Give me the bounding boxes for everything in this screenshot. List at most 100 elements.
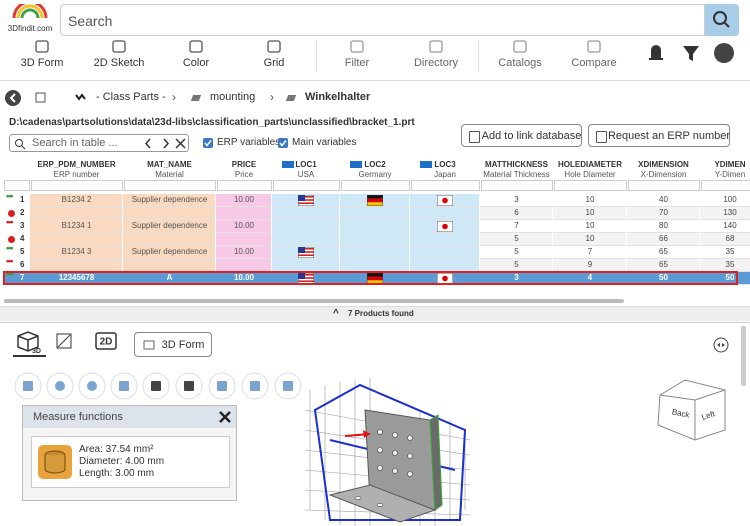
table-row[interactable]: B1234 3 Supplier dependence 10.00 5 7 65 35 •••… [4, 243, 750, 259]
column-filter[interactable] [124, 180, 216, 191]
column-filter[interactable] [273, 180, 340, 191]
table-cell [627, 246, 699, 259]
toolbar-icon[interactable] [585, 39, 603, 55]
row-marker [8, 236, 15, 243]
f [298, 277, 314, 279]
cube-left: Left [700, 409, 716, 422]
tool-icon [283, 381, 293, 391]
toolbar-label[interactable]: Compare [571, 57, 617, 69]
icon-shape [513, 40, 527, 53]
search-placeholder: Search [68, 13, 113, 29]
icon-shape [429, 40, 443, 53]
settings-icon[interactable] [712, 336, 730, 354]
checkbox[interactable] [203, 138, 213, 148]
breadcrumb-item[interactable]: Winkelhalter [305, 91, 371, 103]
nav-icons [5, 90, 86, 106]
cell-text: 50 [659, 273, 668, 282]
column-header[interactable]: YDIMEN [714, 160, 746, 169]
column-header[interactable]: ERP_PDM_NUMBER [37, 160, 116, 169]
toolbar-icon[interactable] [110, 39, 128, 55]
checkbox-label: ERP variables [217, 137, 281, 148]
tab-2d[interactable]: 2D [100, 337, 113, 348]
toolbar-icon[interactable] [348, 39, 366, 55]
toolbar-icon[interactable] [265, 39, 283, 55]
column-header[interactable]: MATTHICKNESS [485, 160, 548, 169]
action-button-label: Request an ERP number [607, 129, 731, 142]
cell-text: 35 [725, 247, 735, 256]
toolbar-label[interactable]: Color [182, 57, 210, 69]
toolbar-icon[interactable] [187, 39, 205, 55]
v-scrollbar[interactable] [741, 326, 746, 386]
table-cell [480, 194, 552, 207]
column-filter[interactable] [31, 180, 123, 191]
toolbar-icon[interactable] [427, 39, 445, 55]
table-row[interactable]: 6 10 70 130 2 [4, 207, 750, 220]
table-cell [627, 220, 699, 233]
action-button[interactable]: Request an ERP number [588, 124, 730, 147]
breadcrumb-item[interactable]: mounting [210, 91, 256, 103]
row-marker: ••• [6, 217, 14, 227]
logo[interactable]: 3Dfindit.com [4, 4, 56, 36]
column-filter[interactable] [411, 180, 480, 191]
f [367, 195, 383, 199]
close[interactable] [219, 411, 231, 423]
flag [437, 195, 453, 206]
cell-text: B1234 2 [61, 195, 92, 204]
toolbar-label[interactable]: Directory [413, 57, 458, 69]
checkbox[interactable] [278, 138, 288, 148]
measure-line: Diameter: 4.00 mm [79, 456, 165, 467]
form-button[interactable]: 3D Form [134, 332, 212, 357]
toolbar-icon[interactable] [33, 39, 51, 55]
column-filter[interactable] [701, 180, 750, 191]
column-header[interactable]: PRICE [231, 160, 257, 169]
action-button[interactable]: Add to link database [461, 124, 582, 147]
table-search[interactable]: Search in table ... [9, 134, 189, 152]
f [298, 274, 314, 276]
tools [14, 372, 302, 400]
column-filter[interactable] [628, 180, 700, 191]
toolbar-label[interactable]: 2D Sketch [93, 57, 145, 69]
h-scrollbar[interactable] [4, 299, 624, 303]
column-filter[interactable] [481, 180, 553, 191]
breadcrumb-item[interactable]: - Class Parts - [96, 91, 166, 103]
f [298, 248, 314, 250]
footer-arrow[interactable]: ^ [333, 308, 339, 319]
column-header[interactable]: LOC3 [434, 160, 456, 169]
toolbar-label[interactable]: 3D Form [20, 57, 64, 69]
flag [298, 273, 314, 284]
table-cell [700, 246, 750, 259]
column-filter[interactable] [554, 180, 627, 191]
selection-border [3, 271, 738, 285]
column-header[interactable]: MAT_NAME [147, 160, 192, 169]
table-row[interactable]: B1234 1 Supplier dependence 10.00 7 10 80 140 •… [4, 217, 750, 233]
cell-text: 10 [585, 195, 595, 204]
view-cube[interactable]: Back Left [650, 375, 735, 445]
table-row[interactable]: 5 9 65 35 ••• 6 [4, 256, 750, 272]
measure-title: Measure functions [33, 411, 123, 423]
toolbar-label[interactable]: Catalogs [498, 57, 542, 69]
cell-text: 3 [514, 273, 519, 282]
cell-text: A [166, 273, 173, 282]
cell-text: 5 [514, 234, 519, 243]
f [298, 202, 314, 204]
cell-text: Supplier dependence [131, 195, 208, 204]
column-header[interactable]: LOC2 [364, 160, 386, 169]
search-box[interactable]: Search [60, 4, 705, 36]
column-filter[interactable] [217, 180, 272, 191]
column-header[interactable]: LOC1 [295, 160, 317, 169]
icon-shape [267, 40, 281, 53]
column-header[interactable]: XDIMENSION [638, 160, 689, 169]
toolbar-label[interactable]: Grid [263, 57, 285, 69]
toolbar-sep [316, 40, 317, 72]
toolbar-label[interactable]: Filter [344, 57, 370, 69]
divider [0, 80, 750, 81]
table-cell [272, 220, 339, 233]
toolbar-icon[interactable] [511, 39, 529, 55]
table-row[interactable]: B1234 2 Supplier dependence 10.00 3 10 40 100 •… [4, 191, 750, 207]
products-found: 7 Products found [348, 309, 414, 318]
column-filter[interactable] [341, 180, 410, 191]
search-button[interactable] [705, 4, 739, 36]
column-sub: X-Dimension [640, 170, 687, 179]
column-header[interactable]: HOLEDIAMETER [558, 160, 622, 169]
table-row[interactable]: 5 10 66 68 4 [4, 233, 750, 246]
